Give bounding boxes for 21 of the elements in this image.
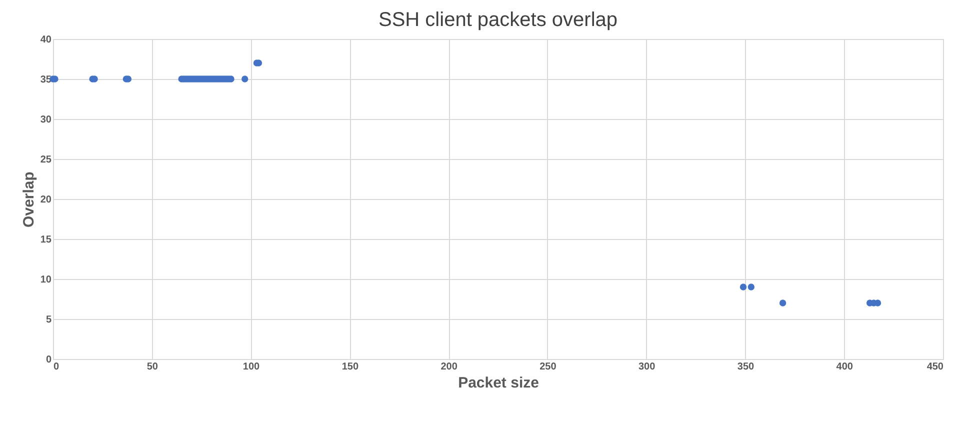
x-tick-label: 150 [342,362,359,372]
y-tick-label: 40 [40,34,52,46]
y-tick-label: 20 [40,194,52,206]
x-tick-label: 250 [540,362,557,372]
y-tick-label: 30 [40,114,52,126]
x-tick-label: 450 [926,362,944,372]
y-tick-label: 5 [46,314,52,326]
chart-title: SSH client packets overlap [378,9,618,31]
x-tick-label: 0 [54,362,60,372]
y-axis-title: Overlap [20,172,38,228]
y-tick-label: 15 [40,234,52,246]
y-tick-label: 25 [40,154,52,166]
y-tick-label: 0 [46,354,52,366]
x-tick-label: 200 [440,362,458,372]
x-tick-label: 350 [737,362,754,372]
y-tick-label: 10 [40,274,52,286]
x-tick-label: 50 [146,362,158,372]
x-tick-label: 300 [638,362,656,372]
x-tick-label: 400 [836,362,854,372]
x-axis-title: Packet size [458,374,539,392]
x-tick-label: 100 [242,362,260,372]
